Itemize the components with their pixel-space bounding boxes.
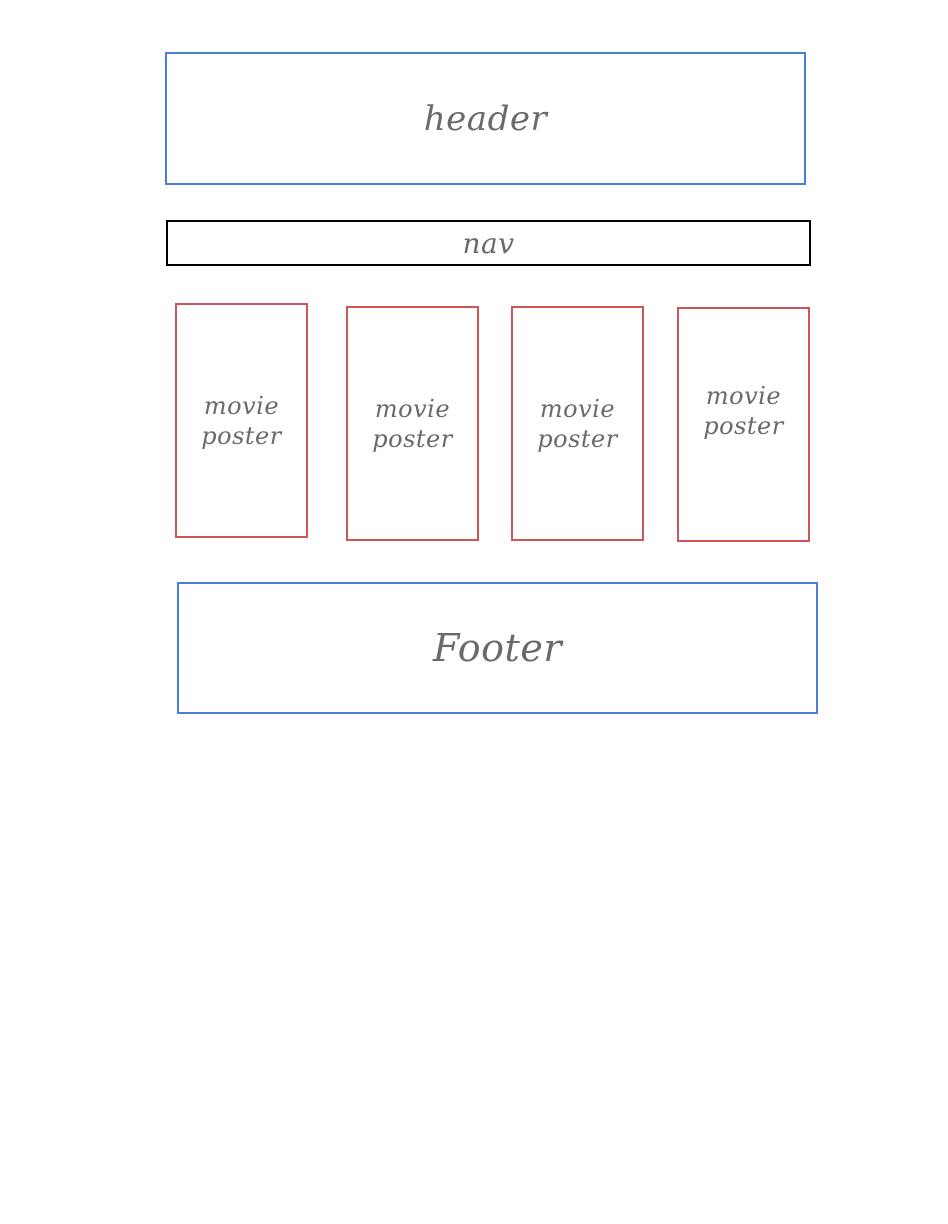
footer-label: Footer bbox=[433, 626, 562, 670]
footer-box: Footer bbox=[177, 582, 818, 714]
movie-poster-label: movie poster bbox=[201, 391, 282, 450]
header-box: header bbox=[165, 52, 806, 185]
movie-poster-box: movie poster bbox=[677, 307, 810, 542]
header-label: header bbox=[423, 98, 548, 139]
movie-poster-label: movie poster bbox=[537, 394, 618, 453]
nav-box: nav bbox=[166, 220, 811, 266]
nav-label: nav bbox=[462, 226, 515, 260]
movie-poster-box: movie poster bbox=[511, 306, 644, 541]
movie-poster-label: movie poster bbox=[372, 394, 453, 453]
movie-poster-box: movie poster bbox=[175, 303, 308, 538]
movie-poster-label: movie poster bbox=[703, 381, 784, 440]
movie-poster-box: movie poster bbox=[346, 306, 479, 541]
